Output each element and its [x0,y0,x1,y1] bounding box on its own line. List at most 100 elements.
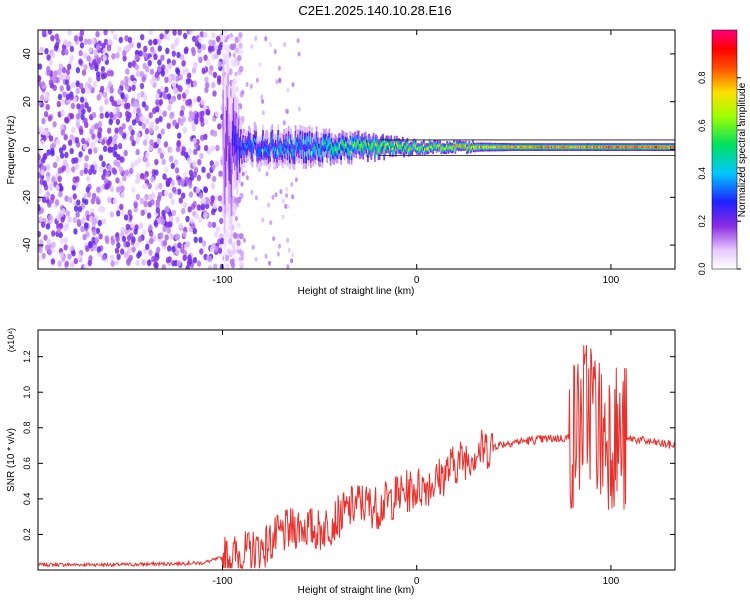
heatmap-cell [214,44,219,51]
heatmap-cell [404,146,407,149]
heatmap-cell [164,189,169,197]
heatmap-cell [365,145,368,148]
heatmap-cell [136,131,141,139]
heatmap-cell [341,140,344,144]
heatmap-cell [63,39,68,46]
heatmap-cell [95,31,100,38]
heatmap-cell [367,150,369,153]
heatmap-cell [161,264,166,269]
heatmap-cell [476,146,479,148]
heatmap-cell [165,177,170,185]
heatmap-cell [40,169,45,176]
heatmap-cell [594,146,596,148]
heatmap-cell [224,30,229,34]
heatmap-cell [344,142,347,146]
heatmap-cell [120,226,125,234]
heatmap-cell [159,152,164,160]
heatmap-cell [40,139,45,147]
heatmap-cell [445,148,447,150]
heatmap-cell [41,196,47,203]
heatmap-cell [454,148,457,150]
heatmap-cell [155,99,160,106]
heatmap-cell [64,222,70,230]
heatmap-cell [82,143,88,150]
heatmap-cell [171,59,176,66]
heatmap-cell [663,146,665,148]
heatmap-cell [64,49,69,56]
heatmap-cell [302,152,305,156]
heatmap-cell [243,150,246,155]
heatmap-cell [72,96,78,103]
heatmap-cell [135,241,140,249]
heatmap-cell [61,144,67,151]
heatmap-cell [83,52,88,59]
heatmap-cell [200,99,205,106]
heatmap-cell [105,237,110,245]
heatmap-cell [425,147,427,150]
heatmap-cell [109,111,114,119]
heatmap-cell [125,241,130,248]
heatmap-cell [138,222,144,230]
heatmap-cell [374,150,376,154]
heatmap-cell [309,151,312,156]
heatmap-cell [61,165,66,172]
heatmap-cell [215,144,220,152]
heatmap-cell [61,98,66,106]
heatmap-cell [216,35,221,43]
heatmap-cell [69,147,74,155]
heatmap-cell [228,149,231,168]
heatmap-cell [133,100,138,108]
heatmap-cell [463,145,466,147]
heatmap-cell [238,37,241,43]
heatmap-cell [434,144,437,147]
heatmap-cell [198,236,203,244]
heatmap-cell [182,92,187,99]
heatmap-cell [560,146,563,148]
heatmap-cell [131,84,136,92]
heatmap-cell [672,146,675,148]
heatmap-cell [100,85,105,93]
heatmap-cell [120,192,125,199]
heatmap-cell [239,250,244,257]
heatmap-cell [114,127,119,134]
heatmap-cell [77,206,83,213]
heatmap-cell [103,30,108,36]
heatmap-cell [612,146,615,148]
heatmap-cell [470,147,473,149]
heatmap-cell [182,254,187,262]
heatmap-cell [311,140,313,144]
heatmap-cell [391,148,394,151]
heatmap-cell [450,147,453,149]
heatmap-cell [148,127,154,135]
heatmap-cell [210,182,216,190]
heatmap-cell [108,118,113,126]
heatmap-cell [408,148,411,151]
heatmap-cell [192,35,197,42]
heatmap-cell [75,211,80,218]
heatmap-cell [127,209,132,216]
heatmap-cell [92,229,97,236]
snr-series [38,344,675,569]
heatmap-cell [164,76,169,84]
heatmap-cell [392,147,395,150]
heatmap-cell [515,146,517,148]
heatmap-cell [481,146,483,148]
heatmap-cell [178,74,184,81]
heatmap-cell [272,146,275,151]
heatmap-cell [142,229,147,236]
heatmap-cell [110,239,116,246]
heatmap-cell [638,146,641,148]
spectrogram-x-label: Height of straight line (km) [298,286,415,297]
heatmap-cell [142,94,148,101]
heatmap-cell [211,81,216,89]
heatmap-cell [239,265,244,269]
heatmap-cell [456,144,459,146]
heatmap-cell [164,86,169,93]
heatmap-cell [319,151,321,155]
heatmap-cell [113,159,118,167]
heatmap-cell [153,142,158,149]
heatmap-cell [137,156,142,164]
heatmap-cell [127,36,133,44]
heatmap-cell [83,117,88,125]
heatmap-cell [196,260,202,267]
